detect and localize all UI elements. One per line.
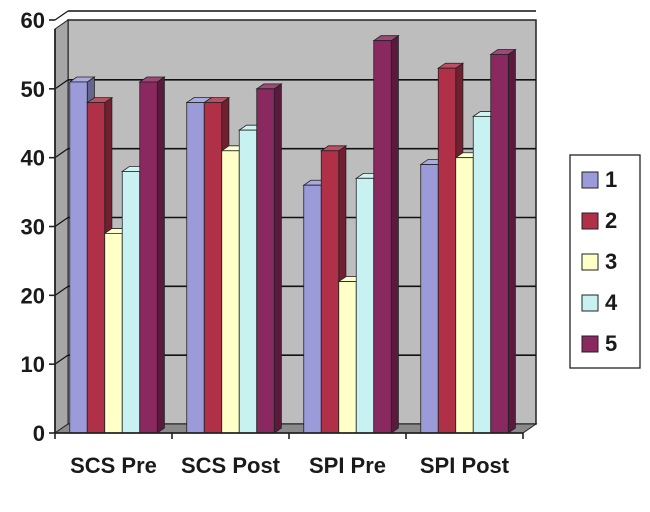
bar-front-face [203, 102, 223, 434]
x-category-label: SPI Post [420, 453, 510, 478]
bar-front-face [472, 115, 492, 434]
legend-swatch [581, 171, 599, 189]
bar-front-face [303, 184, 322, 434]
y-tick-label: 0 [33, 421, 45, 446]
bar-side-face [390, 34, 399, 434]
gridline-side [54, 217, 69, 227]
bar-front-face [338, 281, 357, 434]
y-tick-label: 40 [21, 146, 45, 171]
legend-item-4: 4 [581, 290, 618, 315]
bar-front-face [238, 129, 258, 434]
bar-spi-pre-series-5 [372, 34, 400, 434]
bar-front-face [104, 232, 123, 434]
legend-label: 4 [605, 290, 618, 315]
bar-scs-pre-series-5 [138, 76, 166, 434]
legend-swatch [581, 294, 599, 312]
gridline-side [54, 354, 69, 365]
legend-label: 2 [605, 208, 617, 233]
legend-label: 5 [605, 331, 617, 356]
bar-front-face [69, 81, 88, 434]
bar-front-face [420, 164, 439, 434]
bars [68, 34, 517, 434]
x-category-label: SCS Pre [70, 453, 157, 478]
bar-front-face [139, 81, 158, 434]
legend-label: 3 [605, 249, 617, 274]
gridline-side [54, 285, 69, 296]
legend-swatch [581, 335, 599, 353]
bar-front-face [221, 150, 240, 434]
legend-item-5: 5 [581, 331, 617, 356]
bar-side-face [273, 83, 282, 434]
bar-front-face [186, 102, 205, 434]
bar-front-face [455, 157, 474, 434]
bar-front-face [490, 54, 509, 434]
bar-front-face [373, 40, 392, 434]
axes: 0 10 20 30 40 50 60 SCS Pre SCS Post SPI Pre SPI P… [21, 8, 524, 478]
bar-spi-post-series-5 [489, 48, 517, 434]
bar-front-face [355, 177, 375, 434]
legend-label: 1 [605, 167, 617, 192]
bar-front-face [437, 67, 457, 434]
bar-front-face [256, 88, 275, 434]
x-category-label: SPI Pre [309, 453, 386, 478]
legend-swatch [581, 253, 599, 271]
x-category-label: SCS Post [181, 453, 281, 478]
bar-front-face [320, 150, 340, 434]
gridline-side [54, 148, 69, 159]
bar-front-face [86, 102, 106, 434]
bar-side-face [507, 48, 516, 434]
plot-side-wall [54, 19, 69, 434]
y-tick-label: 10 [21, 352, 45, 377]
gridline-side [54, 10, 69, 21]
gridline-side [54, 79, 69, 90]
bar-front-face [121, 171, 141, 434]
legend-swatch [581, 212, 599, 230]
y-tick-label: 20 [21, 283, 45, 308]
bar-side-face [156, 76, 165, 434]
y-tick-label: 50 [21, 77, 45, 102]
y-tick-label: 60 [21, 8, 45, 33]
legend-item-3: 3 [581, 249, 617, 274]
legend-item-2: 2 [581, 208, 617, 233]
bar-scs-post-series-5 [255, 83, 283, 434]
y-tick-label: 30 [21, 215, 45, 240]
legend-item-1: 1 [581, 167, 617, 192]
legend: 1 2 3 4 5 [569, 154, 641, 369]
